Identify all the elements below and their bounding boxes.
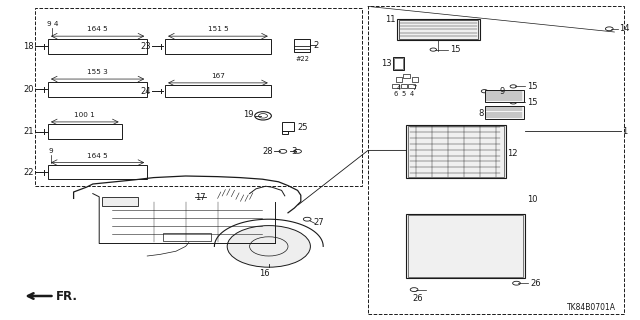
Text: 9: 9 bbox=[499, 87, 504, 96]
Text: 26: 26 bbox=[412, 294, 422, 303]
Text: #22: #22 bbox=[295, 56, 309, 62]
Bar bbox=[102, 197, 138, 206]
Bar bbox=[485, 90, 524, 102]
Text: 19: 19 bbox=[243, 110, 253, 119]
Text: 4: 4 bbox=[410, 91, 413, 97]
Text: 7: 7 bbox=[413, 85, 417, 91]
Text: 164 5: 164 5 bbox=[87, 26, 108, 32]
Bar bbox=[48, 39, 147, 54]
Text: 14: 14 bbox=[620, 24, 630, 33]
Text: 3: 3 bbox=[291, 147, 296, 156]
Bar bbox=[163, 233, 211, 241]
Text: 167: 167 bbox=[211, 73, 225, 79]
Bar bbox=[392, 84, 399, 88]
Text: 15: 15 bbox=[527, 82, 537, 91]
Text: 155 3: 155 3 bbox=[87, 69, 108, 75]
Bar bbox=[165, 39, 271, 54]
Text: TK84B0701A: TK84B0701A bbox=[566, 303, 616, 312]
Bar bbox=[485, 106, 524, 119]
Text: FR.: FR. bbox=[56, 290, 78, 302]
Text: 21: 21 bbox=[24, 127, 34, 136]
Text: 151 5: 151 5 bbox=[207, 26, 228, 32]
Text: 15: 15 bbox=[450, 45, 460, 54]
Bar bbox=[399, 20, 478, 39]
Text: 12: 12 bbox=[508, 149, 518, 158]
Text: 18: 18 bbox=[23, 42, 34, 51]
Bar bbox=[282, 131, 288, 134]
Text: 2: 2 bbox=[314, 41, 319, 50]
Bar bbox=[393, 57, 404, 70]
Text: 22: 22 bbox=[24, 168, 34, 177]
Text: 10: 10 bbox=[527, 196, 537, 204]
Text: 1: 1 bbox=[622, 127, 627, 136]
Bar bbox=[406, 214, 525, 278]
Text: 15: 15 bbox=[527, 98, 537, 107]
Bar bbox=[396, 77, 402, 82]
Bar bbox=[394, 58, 403, 69]
Bar bbox=[282, 122, 294, 131]
Bar bbox=[48, 82, 147, 97]
Text: 24: 24 bbox=[141, 87, 151, 96]
Text: 13: 13 bbox=[381, 60, 392, 68]
Bar bbox=[403, 74, 410, 78]
Circle shape bbox=[227, 226, 310, 267]
Text: 23: 23 bbox=[140, 42, 151, 51]
Text: 17: 17 bbox=[195, 193, 206, 202]
Text: 28: 28 bbox=[262, 147, 273, 156]
Text: 20: 20 bbox=[24, 85, 34, 94]
Text: 11: 11 bbox=[385, 15, 396, 24]
Bar bbox=[408, 215, 523, 277]
Text: 164 5: 164 5 bbox=[87, 153, 108, 159]
Bar bbox=[48, 165, 147, 179]
Text: 9 4: 9 4 bbox=[47, 21, 58, 27]
Bar bbox=[294, 39, 310, 52]
Bar bbox=[48, 124, 122, 139]
Bar bbox=[35, 8, 362, 186]
Text: 9: 9 bbox=[49, 148, 54, 154]
Text: 27: 27 bbox=[314, 218, 324, 227]
Bar bbox=[368, 6, 624, 314]
Text: 4: 4 bbox=[397, 85, 401, 91]
Bar bbox=[412, 77, 418, 82]
Text: 16: 16 bbox=[259, 269, 269, 278]
Text: 5: 5 bbox=[402, 91, 406, 97]
Text: 6: 6 bbox=[394, 91, 397, 97]
Bar bbox=[397, 19, 480, 40]
Bar bbox=[165, 85, 271, 97]
Text: 100 1: 100 1 bbox=[74, 112, 95, 118]
Bar bbox=[408, 126, 504, 177]
Bar bbox=[406, 125, 506, 178]
Circle shape bbox=[428, 227, 504, 266]
Text: 25: 25 bbox=[298, 124, 308, 132]
Text: 8: 8 bbox=[479, 109, 484, 118]
Bar bbox=[408, 84, 415, 88]
Bar bbox=[401, 84, 407, 88]
Text: 26: 26 bbox=[530, 279, 541, 288]
